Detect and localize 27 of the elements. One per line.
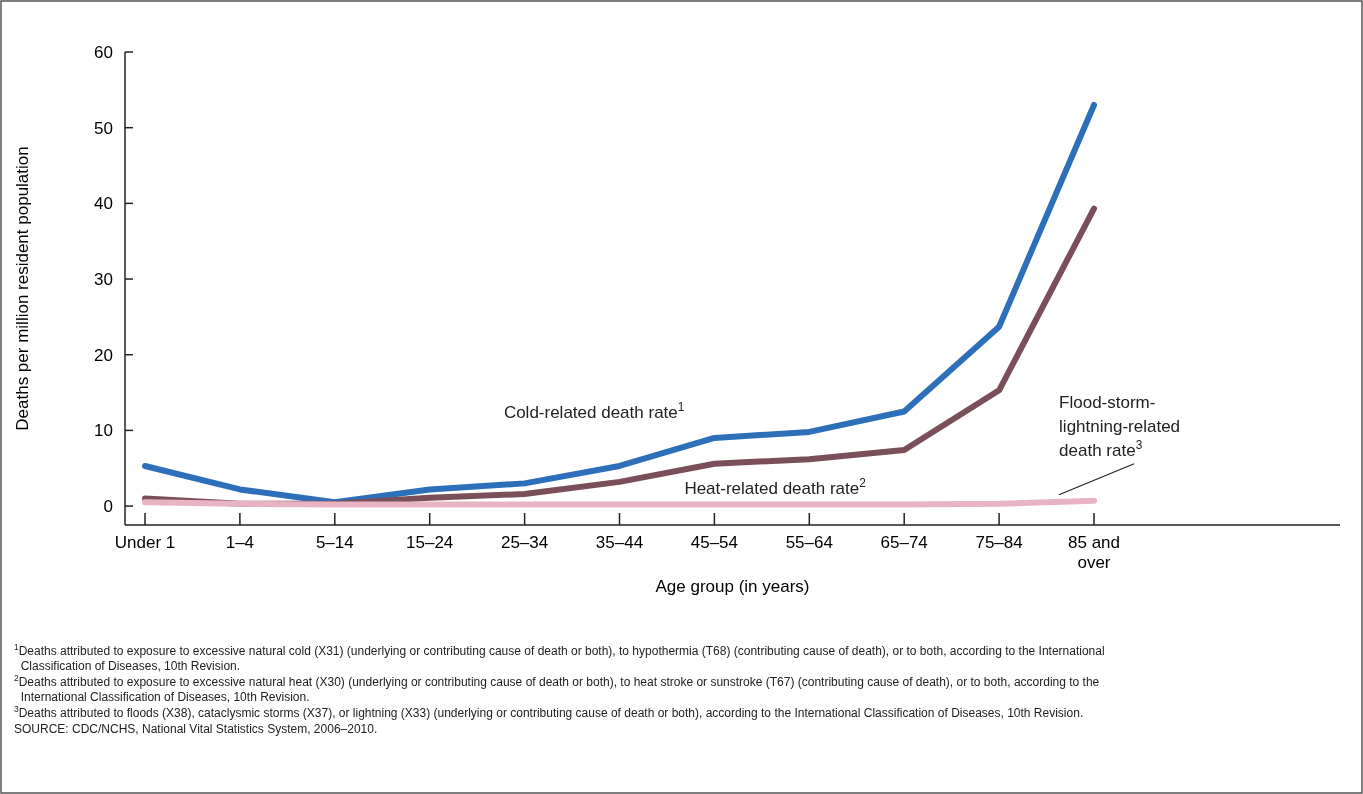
x-tick-label: Under 1 xyxy=(114,533,176,552)
text: Flood-storm-lightning-related death rate$^{3}$ xyxy=(1059,392,1181,460)
y-tick-label: 40 xyxy=(94,194,113,214)
text: $^{2}$Deaths attributed to exposure to excessive natural heat (X30) (underlying or contributing cause of death or both), to heat stroke or sunstroke (T67) (contributing cause of death), or to both, according to the International Classification of Diseases, 10th Revision. xyxy=(14,673,1100,704)
y-tick-label: 30 xyxy=(94,269,113,289)
source-note: SOURCE: CDC/NCHS, National Vital Statistics System, 2006–2010. xyxy=(14,722,378,736)
x-tick-label: 75–84 xyxy=(975,533,1023,552)
text: $^{1}$Deaths attributed to exposure to excessive natural cold (X31) (underlying or contributing cause of death or both), to hypothermia (T68) (contributing cause of death), or to both, according to the International Classification of Diseases, 10th Revision. xyxy=(14,642,1105,673)
x-axis-title: Age group (in years) xyxy=(655,577,810,596)
y-tick-label: 20 xyxy=(94,345,113,365)
x-tick-label: 45–54 xyxy=(690,533,739,552)
x-tick-label: 15–24 xyxy=(406,533,454,552)
y-tick-label: 0 xyxy=(103,497,113,517)
y-tick-label: 60 xyxy=(94,42,113,62)
x-tick-label: 5–14 xyxy=(315,533,354,552)
y-tick-label: 50 xyxy=(94,118,113,138)
x-tick-label: 35–44 xyxy=(595,533,644,552)
series-label: Heat-related death rate$^{2}$ xyxy=(684,475,867,498)
x-tick-label: 85 and over xyxy=(1068,533,1120,572)
series-label: Cold-related death rate$^{1}$ xyxy=(503,399,685,422)
x-tick-label: 65–74 xyxy=(880,533,928,552)
x-tick-label: 55–64 xyxy=(785,533,833,552)
y-tick-label: 10 xyxy=(94,421,113,441)
y-axis-title: Deaths per million resident population xyxy=(13,146,32,431)
x-tick-label: 1–4 xyxy=(225,533,255,552)
text: $^{3}$Deaths attributed to floods (X38), cataclysmic storms (X37), or lightning (X33) (underlying or contributing cause of death or both), according to the International Classification of Diseases, 10th Revision. xyxy=(14,704,1084,720)
x-tick-label: 25–34 xyxy=(500,533,549,552)
